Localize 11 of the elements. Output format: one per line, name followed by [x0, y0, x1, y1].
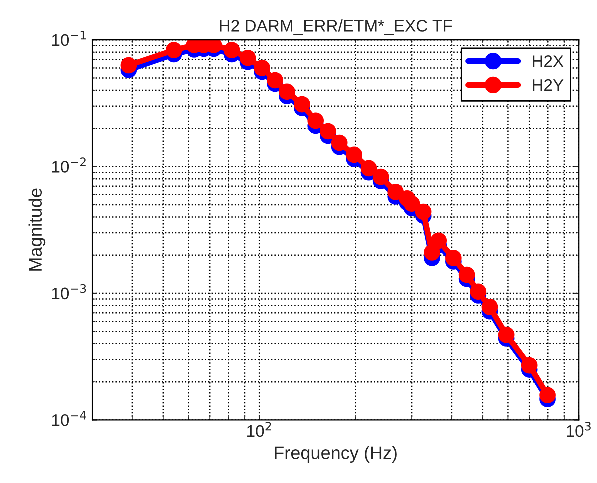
x-axis-title: Frequency (Hz): [275, 446, 397, 463]
y-tick-label: 10$^{−2}$: [52, 158, 86, 173]
legend-label: H2Y: [533, 79, 564, 92]
x-tick-label: 10$^{3}$: [567, 422, 591, 438]
legend-label: H2X: [533, 56, 564, 68]
y-tick-label: 10$^{−4}$: [52, 411, 86, 426]
y-tick-label: 10$^{−3}$: [52, 284, 86, 300]
y-axis-title: Magnitude: [28, 188, 46, 271]
y-tick-label: 10$^{−1}$: [52, 31, 86, 46]
chart-title: H2 DARM_ERR/ETM*_EXC TF: [220, 20, 452, 36]
x-tick-label: 10$^{2}$: [248, 422, 272, 438]
